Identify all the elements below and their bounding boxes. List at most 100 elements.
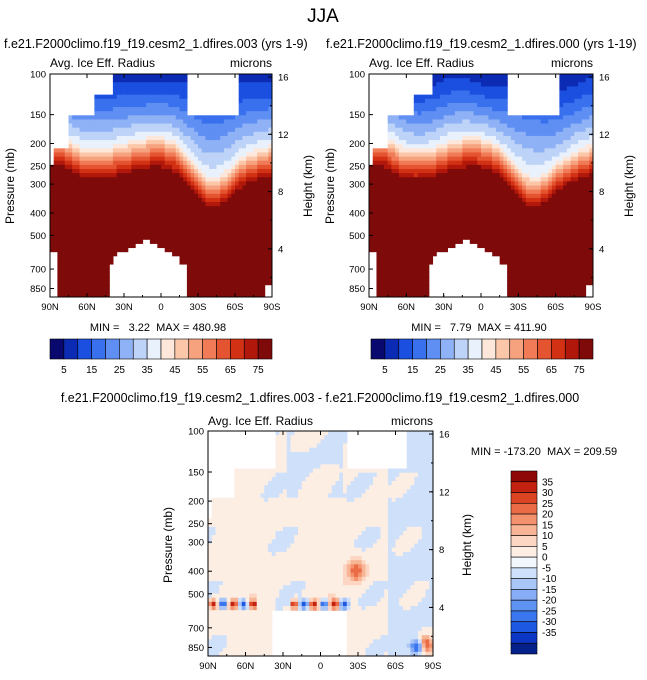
heatmap-cell: [205, 140, 210, 145]
heatmap-cell: [135, 210, 140, 216]
heatmap-cell: [201, 202, 206, 207]
heatmap-cell: [469, 206, 475, 211]
heatmap-cell: [484, 218, 490, 224]
heatmap-cell: [376, 164, 381, 170]
heatmap-cell: [105, 94, 110, 100]
heatmap-cell: [61, 222, 66, 228]
heatmap-cell: [413, 164, 419, 170]
heatmap-cell: [105, 115, 110, 121]
heatmap-cell: [428, 226, 434, 232]
heatmap-cell: [186, 173, 192, 178]
heatmap-cell: [555, 131, 560, 137]
heatmap-cell: [249, 102, 255, 108]
heatmap-cell: [175, 230, 181, 236]
heatmap-cell: [135, 177, 140, 182]
heatmap-cell: [514, 115, 519, 121]
heatmap-cell: [131, 185, 136, 191]
heatmap-cell: [499, 144, 504, 149]
heatmap-cell: [57, 148, 62, 154]
heatmap-cell: [540, 235, 546, 240]
heatmap-cell: [198, 123, 203, 129]
heatmap-cell: [525, 193, 531, 199]
heatmap-cell: [492, 144, 497, 149]
heatmap-cell: [149, 177, 155, 182]
heatmap-cell: [175, 210, 181, 216]
heatmap-cell: [510, 140, 516, 145]
heatmap-cell: [116, 173, 121, 178]
heatmap-cell: [190, 226, 195, 232]
heatmap-cell: [436, 115, 441, 121]
heatmap-cell: [462, 181, 467, 187]
heatmap-cell: [387, 202, 392, 207]
heatmap-cell: [161, 156, 166, 162]
heatmap-cell: [201, 206, 206, 211]
heatmap-cell: [257, 164, 262, 170]
heatmap-cell: [383, 193, 389, 199]
heatmap-cell: [53, 239, 58, 244]
heatmap-cell: [253, 94, 258, 100]
heatmap-cell: [109, 259, 114, 265]
heatmap-cell: [413, 111, 419, 116]
heatmap-cell: [205, 202, 210, 207]
heatmap-cell: [183, 119, 188, 125]
heatmap-cell: [216, 251, 221, 257]
heatmap-cell: [201, 230, 206, 236]
heatmap-cell: [142, 214, 147, 220]
heatmap-cell: [127, 115, 132, 121]
heatmap-cell: [124, 226, 129, 232]
heatmap-cell: [406, 127, 411, 133]
heatmap-cell: [428, 255, 434, 261]
heatmap-cell: [205, 193, 210, 199]
heatmap-cell: [395, 202, 400, 207]
heatmap-cell: [537, 243, 542, 249]
heatmap-cell: [551, 185, 557, 191]
heatmap-cell: [540, 152, 546, 158]
heatmap-cell: [436, 243, 441, 249]
heatmap-cell: [469, 152, 475, 158]
heatmap-cell: [101, 119, 107, 125]
heatmap-cell: [525, 119, 531, 125]
heatmap-cell: [105, 206, 110, 211]
heatmap-cell: [61, 160, 66, 166]
heatmap-cell: [260, 131, 266, 137]
heatmap-cell: [198, 263, 203, 269]
heatmap-cell: [190, 230, 195, 236]
heatmap-cell: [380, 214, 385, 220]
heatmap-cell: [175, 74, 181, 79]
heatmap-cell: [413, 173, 419, 178]
heatmap-cell: [153, 140, 158, 145]
heatmap-cell: [257, 292, 262, 297]
panel-2-field: [369, 74, 593, 297]
heatmap-cell: [510, 148, 516, 154]
heatmap-cell: [372, 239, 378, 244]
heatmap-cell: [64, 185, 70, 191]
heatmap-cell: [432, 239, 437, 244]
heatmap-cell: [383, 239, 389, 244]
heatmap-cell: [127, 164, 132, 170]
panel-2-left-string: Avg. Ice Eff. Radius: [369, 56, 474, 70]
y2-tick-label: 16: [278, 73, 289, 84]
heatmap-cell: [264, 148, 269, 154]
heatmap-cell: [57, 259, 62, 265]
heatmap-cell: [72, 218, 77, 224]
heatmap-cell: [488, 214, 493, 220]
heatmap-cell: [503, 222, 508, 228]
heatmap-cell: [101, 272, 107, 277]
heatmap-cell: [514, 119, 519, 125]
heatmap-cell: [264, 173, 269, 178]
heatmap-cell: [249, 173, 255, 178]
heatmap-cell: [79, 123, 84, 129]
heatmap-cell: [101, 185, 107, 191]
heatmap-cell: [398, 119, 404, 125]
heatmap-cell: [410, 181, 415, 187]
heatmap-cell: [131, 78, 136, 83]
heatmap-cell: [537, 272, 542, 277]
heatmap-cell: [462, 102, 467, 108]
heatmap-cell: [235, 280, 240, 286]
heatmap-cell: [499, 251, 504, 257]
heatmap-cell: [142, 185, 147, 191]
heatmap-cell: [518, 272, 523, 277]
heatmap-cell: [212, 230, 218, 236]
heatmap-cell: [246, 214, 251, 220]
heatmap-cell: [183, 218, 188, 224]
